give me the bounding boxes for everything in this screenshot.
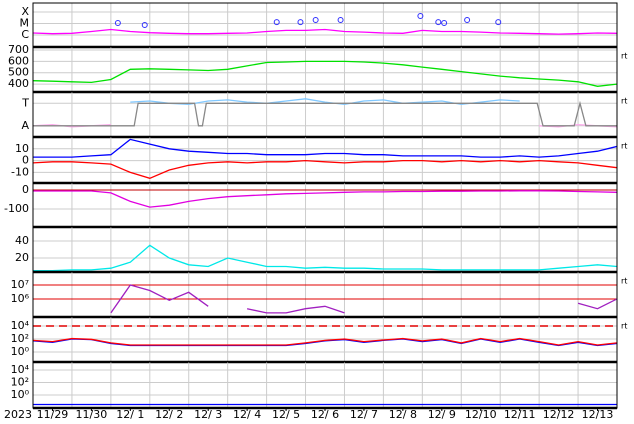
panel [33, 272, 617, 317]
y-tick-label: 20 [15, 251, 29, 264]
series-line [110, 284, 617, 314]
y-tick-label: T [21, 96, 29, 109]
x-tick-label: 12/ 4 [233, 408, 261, 421]
x-tick-label: 11/29 [37, 408, 69, 421]
y-tick-label: 0 [22, 154, 29, 167]
event-marker [114, 20, 121, 27]
y-tick-label: C [21, 28, 29, 41]
panel-frame [32, 91, 618, 138]
panel-note: rt [621, 52, 627, 61]
y-tick-label: 400 [8, 77, 29, 90]
event-marker [312, 17, 319, 24]
panel [33, 227, 617, 272]
panel [33, 362, 617, 408]
y-tick-label: 10⁷ [11, 278, 29, 291]
panel-note: rt [621, 97, 627, 106]
y-tick-label: A [21, 119, 29, 132]
event-marker [495, 19, 502, 26]
y-tick-label: 600 [8, 54, 29, 67]
x-tick-label: 12/12 [543, 408, 575, 421]
series-line [33, 138, 617, 158]
x-tick-label: 12/13 [582, 408, 614, 421]
y-tick-label: M [20, 16, 30, 29]
y-tick-label: 10⁴ [11, 363, 30, 376]
x-tick-label: 12/ 8 [389, 408, 417, 421]
panel [33, 3, 617, 47]
panel-frame [32, 2, 618, 48]
panel-note: rt [621, 277, 627, 286]
panel [33, 92, 617, 137]
series-line [33, 159, 617, 179]
year-label: 2023 [4, 408, 32, 421]
panel-frame [32, 136, 618, 184]
panel [33, 137, 617, 183]
x-tick-label: 12/ 1 [116, 408, 144, 421]
series-line [33, 28, 617, 35]
y-tick-label: 0 [22, 183, 29, 196]
y-tick-label: 10⁴ [11, 319, 30, 332]
x-tick-label: 12/10 [465, 408, 497, 421]
x-tick-label: 12/ 6 [311, 408, 339, 421]
panel-frame [32, 361, 618, 409]
panel [33, 47, 617, 92]
event-marker [435, 19, 442, 26]
x-tick-label: 12/ 5 [272, 408, 300, 421]
series-line [33, 337, 617, 346]
event-marker [464, 17, 471, 24]
y-tick-label: 10⁰ [11, 388, 30, 401]
panel-frame [32, 46, 618, 93]
panel-note: rt [621, 142, 627, 151]
y-tick-label: -10 [11, 165, 29, 178]
event-marker [297, 19, 304, 26]
y-tick-label: 10⁶ [11, 292, 30, 305]
series-line [33, 60, 617, 87]
series-line [33, 190, 617, 208]
event-marker [337, 17, 344, 24]
y-tick-label: 10 [15, 142, 29, 155]
event-marker [273, 19, 280, 26]
x-tick-label: 12/11 [504, 408, 536, 421]
panel [33, 183, 617, 227]
event-marker [141, 21, 148, 28]
y-tick-label: 10² [11, 375, 29, 388]
event-marker [441, 20, 448, 27]
x-tick-label: 12/ 3 [194, 408, 222, 421]
series-line [33, 100, 617, 127]
y-tick-label: -100 [4, 202, 29, 215]
y-tick-label: X [21, 5, 29, 18]
panel [33, 317, 617, 362]
y-tick-label: 10² [11, 332, 29, 345]
y-tick-label: 10⁰ [11, 345, 30, 358]
event-marker [417, 12, 424, 19]
x-tick-label: 12/ 2 [155, 408, 183, 421]
series-line [33, 244, 617, 272]
x-tick-label: 12/ 9 [428, 408, 456, 421]
y-tick-label: 700 [8, 43, 29, 56]
panel-frame [32, 271, 618, 318]
x-tick-label: 11/30 [76, 408, 108, 421]
panel-note: rt [621, 322, 627, 331]
y-tick-label: 40 [15, 234, 29, 247]
x-tick-label: 12/ 7 [350, 408, 378, 421]
y-tick-label: 500 [8, 66, 29, 79]
